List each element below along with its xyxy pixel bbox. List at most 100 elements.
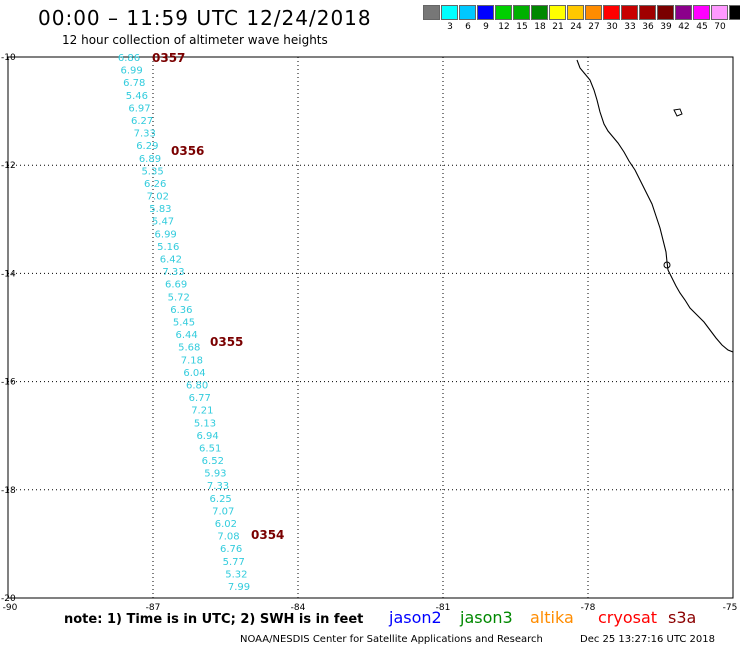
legend-swatch (639, 5, 656, 20)
wave-height-label: 6.99 (155, 229, 177, 240)
legend-swatch (621, 5, 638, 20)
pass-number-label: 0354 (251, 528, 284, 542)
wave-height-label: 5.13 (194, 418, 216, 429)
wave-height-label: 5.47 (152, 217, 174, 228)
wave-height-label: 5.35 (141, 166, 163, 177)
wave-height-label: 5.46 (126, 91, 148, 102)
legend-swatch (549, 5, 566, 20)
mission-label: jason3 (460, 608, 513, 627)
credit-line: NOAA/NESDIS Center for Satellite Applica… (240, 634, 543, 645)
lat-tick-label: -20 (1, 594, 16, 604)
legend-label: 30 (606, 22, 618, 32)
legend-label: 36 (642, 22, 654, 32)
wave-height-label: 6.80 (186, 380, 208, 391)
lon-tick-label: -84 (291, 603, 306, 613)
pass-number-label: 0356 (171, 144, 204, 158)
legend-label: 6 (465, 22, 471, 32)
pass-labels: 0357 0356 0355 0354 (152, 51, 284, 542)
lon-tick-label: -75 (723, 603, 738, 613)
wave-height-label: 7.21 (191, 406, 213, 417)
legend-swatch (441, 5, 458, 20)
legend-swatches (423, 5, 740, 20)
mission-label: s3a (668, 608, 697, 627)
mission-label: jason2 (389, 608, 442, 627)
lon-tick-label: -78 (581, 603, 596, 613)
axis-tick-labels: -90 -87 -84 -81 -78 -75 -10 -12 -14 -16 -18 -20 (1, 53, 737, 613)
wave-height-label: 6.97 (128, 103, 150, 114)
wave-height-label: 6.78 (123, 78, 145, 89)
wave-height-label: 7.02 (147, 192, 169, 203)
wave-height-track: 6.866.996.785.466.976.277.336.296.895.35… (118, 53, 250, 593)
wave-height-label: 6.89 (139, 154, 161, 165)
wave-height-label: 6.99 (120, 66, 142, 77)
wave-height-label: 5.93 (204, 469, 226, 480)
wave-height-label: 6.26 (144, 179, 166, 190)
coastline-path (576, 59, 734, 353)
wave-height-label: 6.27 (131, 116, 153, 127)
wave-height-label: 6.69 (165, 280, 187, 291)
mission-label: cryosat (598, 608, 658, 627)
wave-height-label: 6.76 (220, 544, 242, 555)
legend-label: 45 (696, 22, 708, 32)
wave-height-label: 6.25 (210, 494, 232, 505)
wave-height-label: 6.51 (199, 443, 221, 454)
wave-height-label: 5.32 (225, 569, 247, 580)
legend-label: 70 (714, 22, 726, 32)
island-outline (663, 261, 671, 269)
legend-label: 27 (588, 22, 600, 32)
map-title: 00:00 – 11:59 UTC 12/24/2018 (38, 6, 372, 30)
legend-label: 18 (534, 22, 546, 32)
lat-tick-label: -10 (1, 53, 16, 63)
wave-height-label: 7.33 (207, 481, 229, 492)
lat-tick-label: -16 (1, 378, 16, 388)
lon-tick-label: -90 (3, 603, 18, 613)
lon-tick-label: -87 (146, 603, 161, 613)
legend-label: 15 (516, 22, 528, 32)
wave-height-label: 6.29 (136, 141, 158, 152)
legend-label: 33 (624, 22, 636, 32)
wave-height-label: 6.42 (160, 255, 182, 266)
wave-height-label: 7.33 (162, 267, 184, 278)
legend-label: 39 (660, 22, 672, 32)
wave-height-label: 6.52 (202, 456, 224, 467)
lat-tick-label: -14 (1, 269, 16, 279)
map-subtitle: 12 hour collection of altimeter wave hei… (62, 33, 328, 47)
wave-height-label: 6.77 (189, 393, 211, 404)
legend-label: 24 (570, 22, 582, 32)
map-grid (8, 57, 733, 598)
legend-swatch (477, 5, 494, 20)
legend-swatch (603, 5, 620, 20)
wave-height-label: 6.86 (118, 53, 140, 64)
wave-height-label: 6.02 (215, 519, 237, 530)
mission-label: altika (530, 608, 574, 627)
legend-swatch (675, 5, 692, 20)
wave-height-label: 5.45 (173, 318, 195, 329)
legend-swatch (531, 5, 548, 20)
legend-swatch (513, 5, 530, 20)
wave-height-label: 5.77 (223, 557, 245, 568)
legend-swatch (423, 5, 440, 20)
lat-tick-label: -18 (1, 486, 16, 496)
legend-label: 12 (498, 22, 510, 32)
wave-height-label: 6.04 (183, 368, 205, 379)
map-frame (7, 56, 734, 599)
legend-label: 9 (483, 22, 489, 32)
wave-height-label: 5.83 (149, 204, 171, 215)
wave-height-label: 6.94 (196, 431, 218, 442)
wave-height-label: 6.36 (170, 305, 192, 316)
legend-swatch (711, 5, 728, 20)
lon-tick-label: -81 (436, 603, 451, 613)
wave-height-label: 5.16 (157, 242, 179, 253)
legend-swatch (567, 5, 584, 20)
map-border (7, 56, 734, 599)
island-outline (673, 108, 683, 117)
wave-height-label: 7.08 (217, 532, 239, 543)
wave-height-label: 7.07 (212, 506, 234, 517)
legend-swatch (657, 5, 674, 20)
wave-height-label: 7.18 (181, 355, 203, 366)
lat-tick-label: -12 (1, 161, 16, 171)
wave-height-label: 7.99 (228, 582, 250, 593)
